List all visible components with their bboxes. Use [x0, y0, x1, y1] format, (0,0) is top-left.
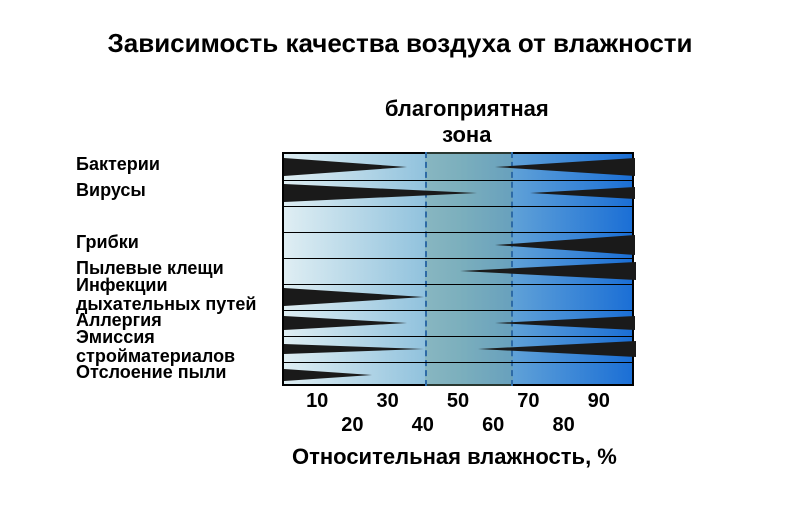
row-separator: [284, 180, 632, 181]
row-label: Отслоение пыли: [76, 363, 227, 382]
x-tick: 60: [482, 414, 504, 437]
x-tick: 70: [517, 390, 539, 413]
risk-wedge: [530, 187, 635, 199]
row-separator: [284, 310, 632, 311]
x-ticks-row-2: 20 40 60 80: [282, 414, 634, 440]
row-label: Грибки: [76, 233, 139, 252]
x-tick: 90: [588, 390, 610, 413]
chart-title: Зависимость качества воздуха от влажност…: [0, 0, 800, 59]
risk-wedge: [284, 288, 424, 306]
subtitle-line-1: благоприятная: [377, 96, 557, 122]
row-label: Вирусы: [76, 181, 146, 200]
row-separator: [284, 258, 632, 259]
row-label: Бактерии: [76, 155, 160, 174]
risk-wedge: [495, 235, 635, 255]
risk-wedge: [284, 158, 407, 176]
x-ticks-row-1: 10 30 50 70 90: [282, 390, 634, 416]
x-tick: 30: [376, 390, 398, 413]
risk-wedge: [478, 341, 636, 357]
risk-wedge: [284, 344, 424, 354]
x-tick: 80: [552, 414, 574, 437]
row-label: Эмиссиястройматериалов: [76, 328, 235, 366]
risk-wedge: [284, 184, 477, 202]
row-separator: [284, 232, 632, 233]
row-separator: [284, 206, 632, 207]
chart-area: [282, 152, 634, 386]
subtitle-line-2: зона: [377, 122, 557, 148]
row-separator: [284, 362, 632, 363]
favorable-zone-label: благоприятная зона: [377, 96, 557, 148]
x-tick: 40: [412, 414, 434, 437]
risk-wedge: [284, 316, 407, 330]
row-label: Инфекциидыхательных путей: [76, 276, 256, 314]
x-tick: 50: [447, 390, 469, 413]
risk-wedge: [460, 262, 636, 280]
risk-wedge: [495, 158, 635, 176]
risk-wedge: [284, 369, 372, 381]
risk-wedge: [495, 316, 635, 330]
x-tick: 20: [341, 414, 363, 437]
x-tick: 10: [306, 390, 328, 413]
row-separator: [284, 284, 632, 285]
x-axis-label: Относительная влажность, %: [292, 444, 617, 470]
row-separator: [284, 336, 632, 337]
